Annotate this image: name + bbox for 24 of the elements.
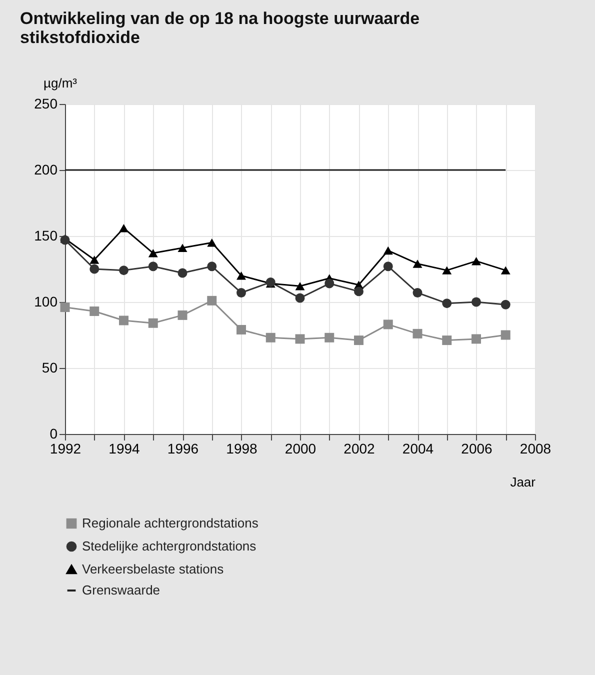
y-tick-label: 100 [34, 294, 58, 310]
text: Ontwikkeling van de op 18 na hoogste uurwaarde [20, 9, 420, 28]
legend-label: Regionale achtergrondstations [82, 516, 259, 530]
x-tick-label: 1994 [108, 440, 140, 456]
legend-label: Verkeersbelaste stations [82, 562, 224, 576]
x-tick-label: 2008 [520, 440, 552, 456]
x-tick-label: 1996 [167, 440, 199, 456]
text: stikstofdioxide [20, 28, 140, 47]
legend-label: Stedelijke achtergrondstations [82, 538, 257, 554]
y-tick-label: 150 [34, 228, 58, 244]
y-tick-label: 250 [34, 96, 58, 112]
x-tick-label: 1998 [226, 440, 258, 456]
x-tick-label: 2002 [344, 440, 376, 456]
y-axis-title: µg/m³ [44, 76, 78, 90]
y-tick-label: 0 [50, 426, 58, 442]
y-tick-label: 200 [34, 162, 58, 178]
x-tick-label: 2006 [461, 440, 493, 456]
x-tick-label: 1992 [50, 440, 82, 456]
x-axis-title: Jaar [510, 474, 536, 490]
legend-label: Grenswaarde [82, 582, 160, 598]
point [90, 306, 100, 316]
x-tick-label: 2004 [402, 440, 434, 456]
y-tick-label: 50 [42, 360, 58, 376]
x-tick-label: 2000 [284, 440, 316, 456]
